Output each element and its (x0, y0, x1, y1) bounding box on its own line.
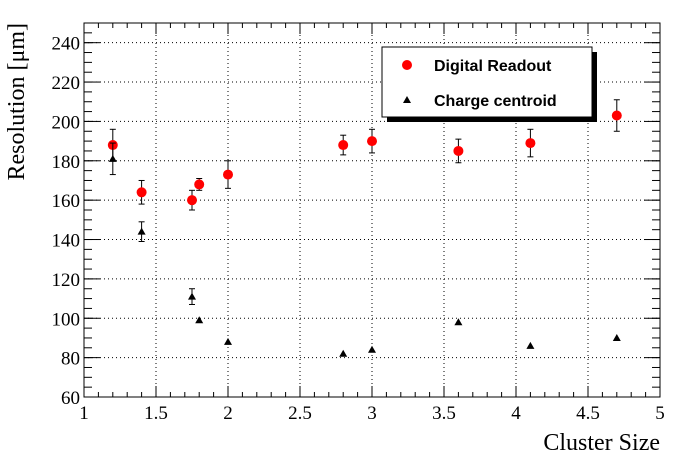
data-point-charge-centroid (108, 154, 117, 162)
data-point-charge-centroid (368, 345, 376, 353)
legend-marker-digital-readout (402, 60, 412, 70)
data-point-charge-centroid (612, 333, 621, 341)
legend-label-digital-readout: Digital Readout (434, 58, 552, 75)
data-point-charge-centroid (526, 341, 535, 349)
data-points (107, 99, 622, 357)
axis-ticks (83, 22, 661, 398)
data-point-charge-centroid (188, 292, 196, 300)
data-point-charge-centroid (195, 316, 204, 324)
y-tick-label: 120 (52, 270, 81, 291)
data-point-digital-readout (187, 195, 197, 206)
legend-box (381, 46, 593, 118)
x-tick-label: 4 (511, 403, 521, 424)
data-point-charge-centroid (339, 349, 348, 357)
data-point-digital-readout (453, 145, 464, 156)
x-tick-labels: 1 1.5 2 2.5 3 3.5 4 4.5 5 (79, 403, 665, 424)
data-point-charge-centroid (224, 337, 232, 345)
y-tick-label: 160 (52, 191, 81, 212)
x-tick-label: 3.5 (432, 403, 456, 424)
x-tick-label: 4.5 (576, 403, 600, 424)
legend-marker-charge-centroid (403, 96, 411, 103)
x-tick-label: 5 (655, 403, 665, 424)
x-axis-title: Cluster Size (543, 430, 660, 456)
grid-lines (84, 23, 660, 397)
y-tick-label: 240 (52, 34, 81, 55)
data-point-digital-readout (223, 169, 233, 180)
y-tick-label: 140 (52, 231, 81, 252)
y-tick-label: 220 (52, 73, 81, 94)
legend-label-charge-centroid: Charge centroid (434, 93, 557, 110)
y-axis-title: Resolution [μm] (4, 23, 30, 181)
data-point-digital-readout (136, 187, 147, 198)
data-point-digital-readout (367, 136, 377, 147)
y-tick-label: 100 (52, 309, 81, 330)
data-point-charge-centroid (454, 318, 463, 326)
y-tick-label: 200 (52, 112, 81, 133)
data-point-charge-centroid (137, 227, 146, 235)
data-point-digital-readout (338, 140, 349, 151)
legend: Digital Readout Charge centroid (381, 46, 597, 122)
y-tick-labels: 60 80 100 120 140 160 180 200 220 240 (52, 34, 81, 409)
x-tick-label: 1.5 (144, 403, 168, 424)
y-tick-label: 180 (52, 152, 81, 173)
x-tick-label: 2.5 (288, 403, 312, 424)
y-tick-label: 60 (61, 388, 80, 409)
data-point-digital-readout (525, 138, 536, 149)
y-tick-label: 80 (61, 349, 80, 370)
data-point-digital-readout (194, 179, 205, 190)
x-tick-label: 3 (367, 403, 377, 424)
x-tick-label: 1 (79, 403, 89, 424)
data-point-digital-readout (611, 110, 622, 121)
x-tick-label: 2 (223, 403, 233, 424)
